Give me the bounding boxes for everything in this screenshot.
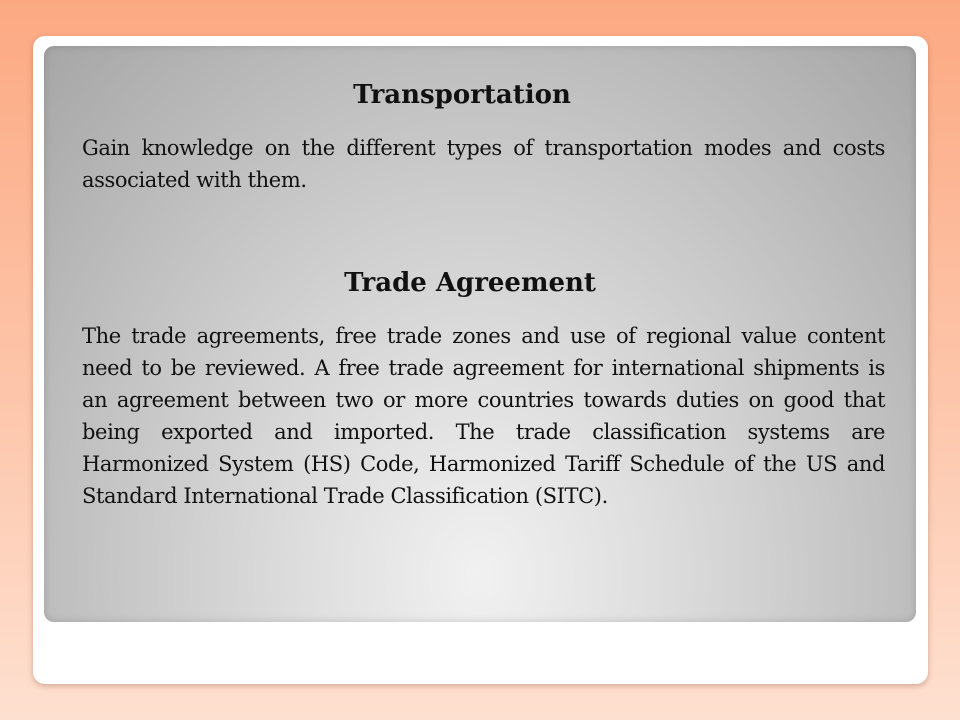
trade-agreement-paragraph: The trade agreements, free trade zones a…: [82, 324, 885, 508]
transportation-paragraph: Gain knowledge on the different types of…: [82, 136, 885, 192]
content-panel: Transportation Gain knowledge on the dif…: [44, 46, 916, 622]
trade-agreement-heading: Trade Agreement: [344, 268, 596, 298]
transportation-heading: Transportation: [353, 80, 571, 110]
